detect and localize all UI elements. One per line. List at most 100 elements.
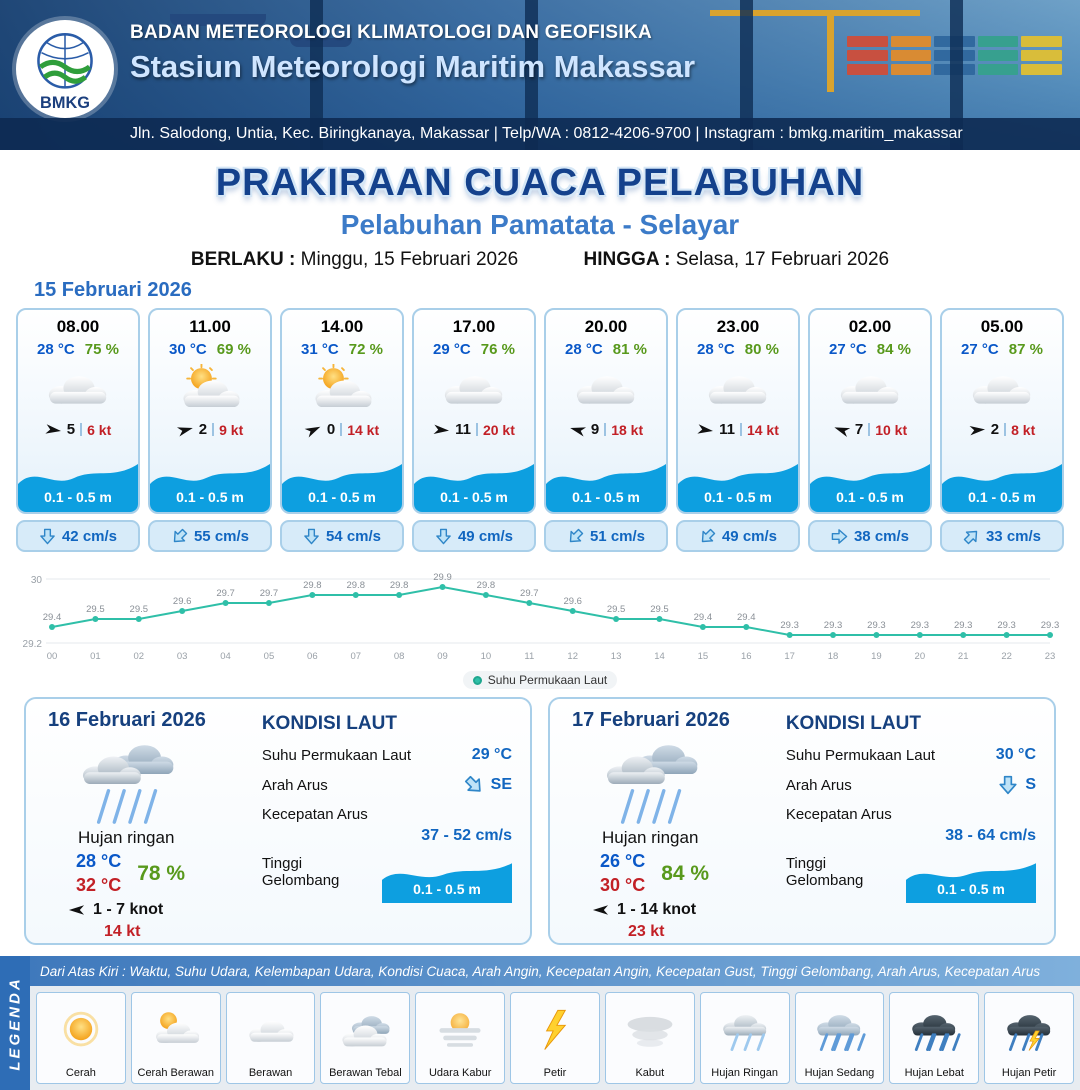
humidity: 75 % <box>84 341 119 358</box>
svg-text:03: 03 <box>177 651 188 662</box>
wave-band: 0.1 - 0.5 m <box>546 454 666 512</box>
cloudy-icon <box>835 359 905 419</box>
wind-direction-icon <box>696 422 715 436</box>
wave-band: 0.1 - 0.5 m <box>678 454 798 512</box>
temp-max: 32 °C <box>76 875 122 895</box>
svg-text:02: 02 <box>133 651 144 662</box>
weather-desc: Hujan ringan <box>602 828 699 847</box>
wave-band: 0.1 - 0.5 m <box>18 454 138 512</box>
header-text: BADAN METEOROLOGI KLIMATOLOGI DAN GEOFIS… <box>130 22 695 85</box>
time-label: 08.00 <box>56 317 100 336</box>
sst-label: Suhu Permukaan Laut <box>785 746 936 764</box>
svg-text:29.3: 29.3 <box>1041 620 1060 631</box>
current-pill: 54 cm/s <box>280 520 404 552</box>
svg-text:29.7: 29.7 <box>216 588 235 599</box>
svg-text:29.5: 29.5 <box>130 604 149 615</box>
wave-band: 0.1 - 0.5 m <box>810 454 930 512</box>
current-direction-icon <box>303 528 320 545</box>
current-pill: 55 cm/s <box>148 520 272 552</box>
fog-icon <box>622 993 678 1067</box>
wind-speed: 11 <box>719 421 735 438</box>
humidity: 84 % <box>876 341 911 358</box>
svg-text:29.3: 29.3 <box>911 620 930 631</box>
svg-text:13: 13 <box>611 651 622 662</box>
current-pill: 33 cm/s <box>940 520 1064 552</box>
svg-text:29.8: 29.8 <box>390 580 409 591</box>
svg-text:29.6: 29.6 <box>563 596 582 607</box>
forecast-card: 17.00 29 °C 76 % 11 20 kt 0.1 - 0.5 m 49 c… <box>412 308 536 552</box>
sst-label: Suhu Permukaan Laut <box>261 746 412 764</box>
forecast-date: 15 Februari 2026 <box>34 279 192 301</box>
svg-text:11: 11 <box>524 651 534 662</box>
forecast-card: 11.00 30 °C 69 % 2 9 kt 0.1 - 0.5 m 55 cm/… <box>148 308 272 552</box>
svg-text:16: 16 <box>741 651 752 662</box>
header: BMKG BADAN METEOROLOGI KLIMATOLOGI DAN G… <box>0 0 1080 150</box>
wave-band: 0.1 - 0.5 m <box>906 855 1036 903</box>
current-speed: 49 cm/s <box>721 527 778 545</box>
wave-band: 0.1 - 0.5 m <box>382 855 512 903</box>
wind-speed: 11 <box>455 421 471 438</box>
svg-text:04: 04 <box>220 651 231 662</box>
station-name: Stasiun Meteorologi Maritim Makassar <box>130 49 696 84</box>
temp-max: 30 °C <box>600 875 646 895</box>
haze-icon <box>432 993 488 1067</box>
current-speed-value: 37 - 52 cm/s <box>421 827 512 844</box>
wind-direction-icon <box>176 422 196 438</box>
thunderstorm-icon <box>1001 993 1057 1067</box>
cloudy-icon <box>43 359 113 419</box>
wave-height: 0.1 - 0.5 m <box>440 489 508 505</box>
current-dir-label: Arah Arus <box>785 776 852 794</box>
validity-line: BERLAKU : Minggu, 15 Februari 2026 HINGG… <box>0 249 1080 271</box>
svg-text:29.9: 29.9 <box>433 572 452 583</box>
svg-text:29.3: 29.3 <box>824 620 843 631</box>
current-direction-icon <box>959 524 983 548</box>
cloud-icon <box>243 993 299 1067</box>
wave-height-label: Tinggi Gelombang <box>261 855 340 889</box>
wind-direction-icon <box>303 420 323 438</box>
svg-text:29.4: 29.4 <box>737 612 756 623</box>
svg-text:22: 22 <box>1001 651 1012 662</box>
current-speed: 51 cm/s <box>589 527 646 545</box>
humidity: 76 % <box>480 341 515 358</box>
day-card: 17 Februari 2026 Hujan ringan 26 °C 30 °… <box>548 697 1056 945</box>
wind-gust: 20 kt <box>482 421 515 438</box>
forecast-card: 08.00 28 °C 75 % 5 6 kt 0.1 - 0.5 m 42 cm/… <box>16 308 140 552</box>
humidity: 72 % <box>348 341 383 358</box>
wind-direction-icon <box>831 421 851 438</box>
bmkg-logo-text: BMKG <box>40 94 90 112</box>
wind-speed: 7 <box>854 421 864 438</box>
wind-speed: 2 <box>198 421 208 438</box>
svg-text:00: 00 <box>47 651 58 662</box>
svg-text:01: 01 <box>90 651 101 662</box>
time-label: 05.00 <box>980 317 1024 336</box>
legend-item: Hujan Lebat <box>889 992 980 1084</box>
svg-text:29.3: 29.3 <box>867 620 886 631</box>
chart-legend: Suhu Permukaan Laut <box>0 671 1080 689</box>
wave-band: 0.1 - 0.5 m <box>282 454 402 512</box>
current-pill: 38 cm/s <box>808 520 932 552</box>
time-label: 02.00 <box>848 317 892 336</box>
rain-icon <box>598 734 782 828</box>
wave-height: 0.1 - 0.5 m <box>308 489 376 505</box>
cloudy-icon <box>439 359 509 419</box>
temperature: 27 °C <box>829 341 867 358</box>
wind-range: 1 - 14 knot <box>617 901 697 918</box>
legend-item: Hujan Ringan <box>699 992 790 1084</box>
svg-text:07: 07 <box>350 651 361 662</box>
time-label: 23.00 <box>716 317 760 336</box>
wind-direction-icon <box>968 423 986 436</box>
current-direction-icon <box>167 524 191 548</box>
svg-text:29.3: 29.3 <box>780 620 799 631</box>
current-pill: 49 cm/s <box>412 520 536 552</box>
current-dir-value: S <box>1025 776 1036 793</box>
current-speed-label: Kecepatan Arus <box>261 806 368 823</box>
svg-text:29.4: 29.4 <box>43 612 62 623</box>
wind-gust: 23 kt <box>628 923 665 940</box>
time-label: 11.00 <box>189 317 231 336</box>
address-band: Jln. Salodong, Untia, Kec. Biringkanaya,… <box>0 118 1080 150</box>
heavy-rain-icon <box>906 993 962 1067</box>
page-title: PRAKIRAAN CUACA PELABUHAN <box>215 162 865 204</box>
current-speed-value: 38 - 64 cm/s <box>945 827 1036 844</box>
svg-text:29.4: 29.4 <box>694 612 713 623</box>
current-direction-icon <box>435 528 452 545</box>
